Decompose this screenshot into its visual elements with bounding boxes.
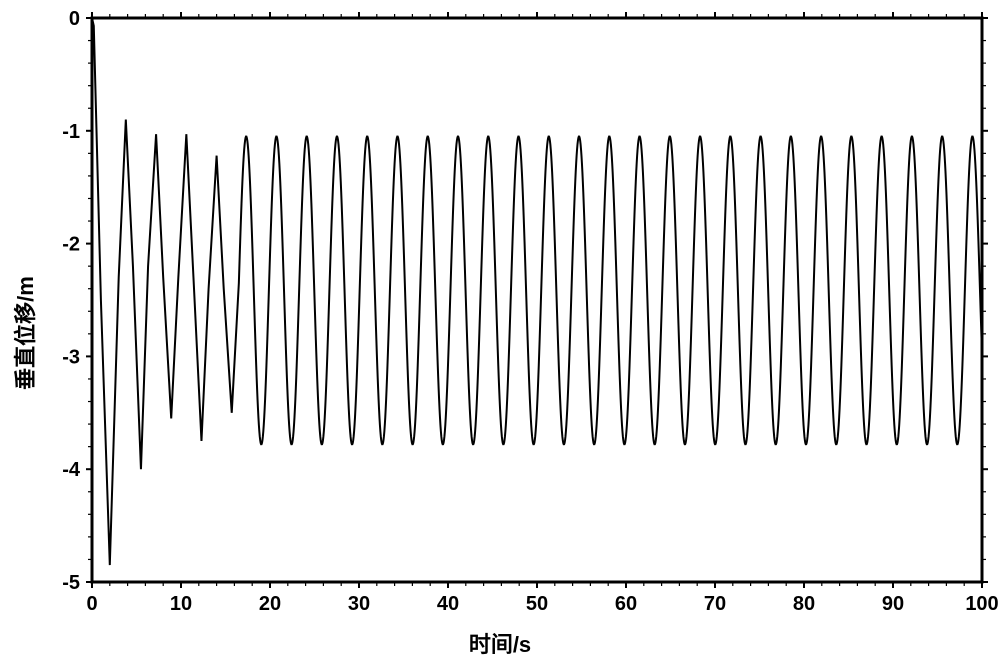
svg-text:0: 0 xyxy=(86,593,97,615)
svg-text:100: 100 xyxy=(965,593,998,615)
svg-text:70: 70 xyxy=(704,593,726,615)
svg-text:50: 50 xyxy=(526,593,548,615)
y-axis-label: 垂直位移/m xyxy=(8,276,40,390)
x-axis-label-box: 时间/s xyxy=(0,627,1000,659)
svg-text:30: 30 xyxy=(348,593,370,615)
svg-text:80: 80 xyxy=(793,593,815,615)
svg-text:40: 40 xyxy=(437,593,459,615)
svg-text:-5: -5 xyxy=(62,572,80,594)
svg-text:-1: -1 xyxy=(62,121,80,143)
svg-text:0: 0 xyxy=(69,8,80,30)
y-axis-label-box: 垂直位移/m xyxy=(6,0,42,665)
svg-text:-3: -3 xyxy=(62,346,80,368)
svg-text:60: 60 xyxy=(615,593,637,615)
svg-text:20: 20 xyxy=(259,593,281,615)
svg-text:-4: -4 xyxy=(62,459,81,481)
x-axis-label: 时间/s xyxy=(469,632,531,657)
svg-text:-2: -2 xyxy=(62,234,80,256)
svg-text:90: 90 xyxy=(882,593,904,615)
chart-container: 0 10 20 30 40 50 60 70 80 90 100 -5 -4 -3 -2 -1 0 垂直位移/m… xyxy=(0,0,1000,665)
line-chart: 0 10 20 30 40 50 60 70 80 90 100 -5 -4 -3 -2 -1 0 xyxy=(0,0,1000,665)
svg-text:10: 10 xyxy=(170,593,192,615)
